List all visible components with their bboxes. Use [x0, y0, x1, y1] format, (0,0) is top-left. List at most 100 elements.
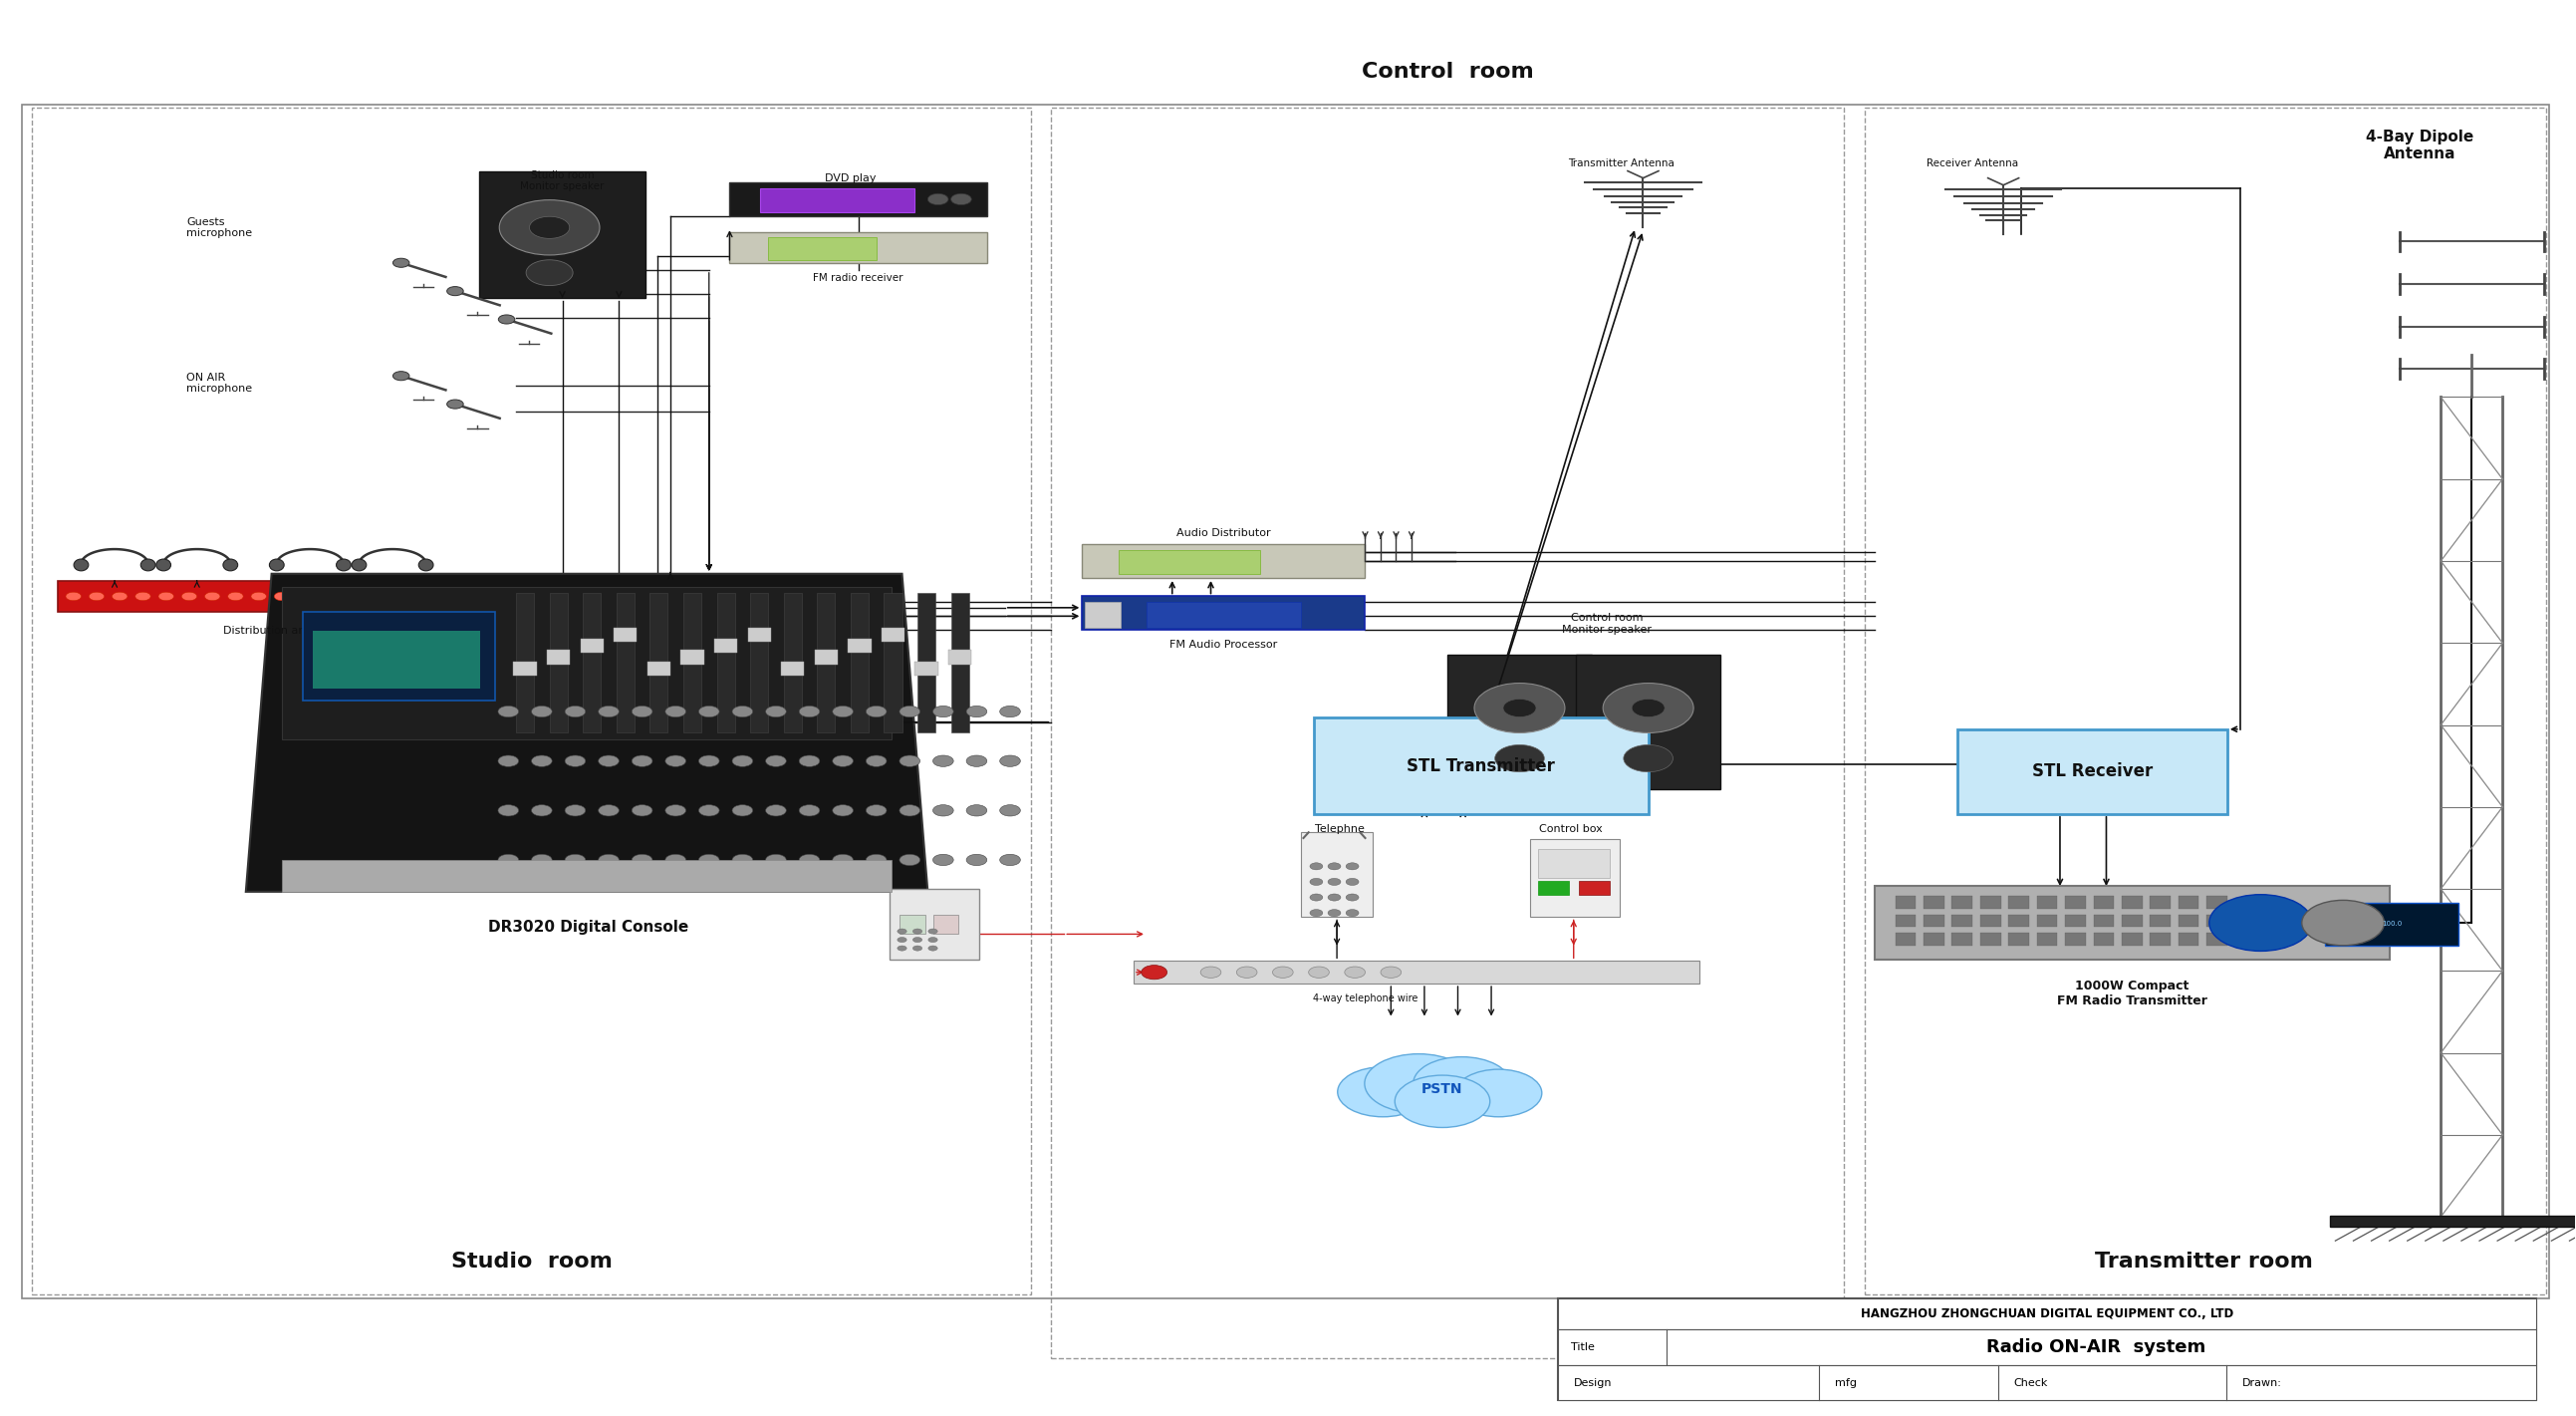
Bar	[2331, 1215, 2576, 1226]
Circle shape	[1309, 893, 1321, 901]
Ellipse shape	[337, 559, 350, 571]
Circle shape	[1327, 893, 1340, 901]
Circle shape	[394, 371, 410, 381]
Bar	[1924, 896, 1945, 909]
Bar	[683, 593, 701, 732]
Polygon shape	[245, 573, 927, 892]
Circle shape	[896, 929, 907, 933]
Bar	[1558, 1298, 2535, 1330]
Text: Design: Design	[1574, 1378, 1613, 1388]
Circle shape	[1345, 909, 1358, 916]
Circle shape	[732, 854, 752, 865]
Text: Check: Check	[2014, 1378, 2048, 1388]
Circle shape	[698, 755, 719, 766]
Circle shape	[497, 755, 518, 766]
Circle shape	[912, 946, 922, 950]
Circle shape	[899, 755, 920, 766]
Circle shape	[765, 707, 786, 716]
Bar	[580, 639, 603, 653]
Bar	[1538, 881, 1569, 895]
Bar	[1896, 915, 1917, 927]
Circle shape	[531, 854, 551, 865]
Circle shape	[765, 804, 786, 816]
Circle shape	[412, 592, 428, 600]
Bar	[2009, 915, 2030, 927]
Text: mfg: mfg	[1834, 1378, 1857, 1388]
Bar	[2038, 896, 2058, 909]
Circle shape	[799, 804, 819, 816]
Circle shape	[1200, 967, 1221, 978]
Circle shape	[832, 854, 853, 865]
Circle shape	[500, 200, 600, 255]
Text: Studio room
Monitor speaker: Studio room Monitor speaker	[520, 170, 605, 191]
Text: ON AIR
microphone: ON AIR microphone	[185, 372, 252, 394]
Bar	[2208, 896, 2228, 909]
Circle shape	[389, 592, 404, 600]
Circle shape	[999, 707, 1020, 716]
Circle shape	[250, 592, 265, 600]
Circle shape	[799, 854, 819, 865]
Circle shape	[564, 707, 585, 716]
Circle shape	[966, 707, 987, 716]
Text: Telephne: Telephne	[1314, 824, 1365, 834]
Circle shape	[912, 929, 922, 933]
Ellipse shape	[420, 559, 433, 571]
Circle shape	[951, 194, 971, 205]
Text: 4-way telephone wire: 4-way telephone wire	[1314, 994, 1417, 1004]
Bar	[2038, 933, 2058, 946]
Bar	[1530, 840, 1620, 918]
Bar	[2066, 896, 2087, 909]
Bar	[680, 650, 703, 664]
Text: FM radio receiver: FM radio receiver	[814, 273, 904, 283]
Circle shape	[1309, 862, 1321, 869]
Text: HANGZHOU ZHONGCHUAN DIGITAL EQUIPMENT CO., LTD: HANGZHOU ZHONGCHUAN DIGITAL EQUIPMENT CO…	[1860, 1307, 2233, 1321]
Bar	[649, 593, 667, 732]
Text: Transmitter Antenna: Transmitter Antenna	[1569, 159, 1674, 169]
Bar	[817, 593, 835, 732]
Text: 100.0: 100.0	[2383, 922, 2401, 927]
Bar	[1133, 961, 1700, 984]
Bar	[1579, 881, 1610, 895]
Bar	[613, 627, 636, 641]
Bar	[2009, 896, 2030, 909]
Text: Transmitter room: Transmitter room	[2094, 1252, 2313, 1272]
Circle shape	[1473, 683, 1564, 733]
Text: DR3020 Digital Console: DR3020 Digital Console	[487, 919, 688, 935]
Bar	[1558, 1365, 2535, 1400]
Circle shape	[531, 755, 551, 766]
Bar	[1558, 1298, 2535, 1400]
Bar	[1084, 602, 1121, 627]
Text: Control  room: Control room	[1363, 62, 1533, 82]
Bar	[1896, 933, 1917, 946]
Text: Audio Distributor: Audio Distributor	[1177, 528, 1270, 538]
Text: Studio  room: Studio room	[451, 1252, 613, 1272]
Circle shape	[698, 804, 719, 816]
Ellipse shape	[157, 559, 170, 571]
Circle shape	[665, 707, 685, 716]
Circle shape	[1602, 683, 1692, 733]
Bar	[2038, 915, 2058, 927]
Bar	[729, 183, 987, 217]
Circle shape	[866, 755, 886, 766]
Circle shape	[1394, 1075, 1489, 1127]
Bar	[2179, 915, 2200, 927]
Bar	[2094, 915, 2115, 927]
Bar	[783, 593, 801, 732]
Circle shape	[1365, 1054, 1473, 1113]
Text: Control room
Monitor speaker: Control room Monitor speaker	[1561, 613, 1651, 634]
Text: Radio ON-AIR  system: Radio ON-AIR system	[1986, 1338, 2205, 1357]
Bar	[1558, 1330, 2535, 1365]
Bar	[549, 593, 567, 732]
Bar	[917, 593, 935, 732]
Circle shape	[765, 854, 786, 865]
Text: 4-Bay Dipole
Antenna: 4-Bay Dipole Antenna	[2367, 129, 2473, 161]
Bar	[2208, 915, 2228, 927]
Circle shape	[698, 854, 719, 865]
Bar	[1118, 549, 1260, 573]
Circle shape	[343, 592, 358, 600]
Bar	[1082, 544, 1365, 578]
Circle shape	[732, 804, 752, 816]
Ellipse shape	[353, 559, 366, 571]
Circle shape	[999, 755, 1020, 766]
Circle shape	[732, 707, 752, 716]
